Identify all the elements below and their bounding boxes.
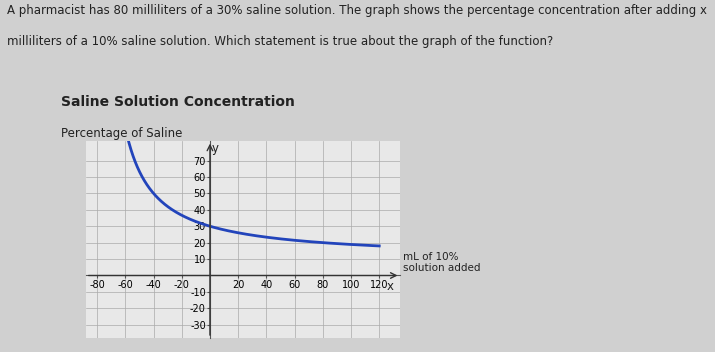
Text: milliliters of a 10% saline solution. Which statement is true about the graph of: milliliters of a 10% saline solution. Wh… [7, 35, 553, 48]
Text: Percentage of Saline: Percentage of Saline [61, 127, 182, 140]
Text: Saline Solution Concentration: Saline Solution Concentration [61, 95, 295, 109]
Text: y: y [212, 143, 219, 156]
Text: mL of 10%
solution added: mL of 10% solution added [403, 252, 480, 273]
Text: x: x [386, 281, 393, 294]
Text: A pharmacist has 80 milliliters of a 30% saline solution. The graph shows the pe: A pharmacist has 80 milliliters of a 30%… [7, 4, 707, 17]
